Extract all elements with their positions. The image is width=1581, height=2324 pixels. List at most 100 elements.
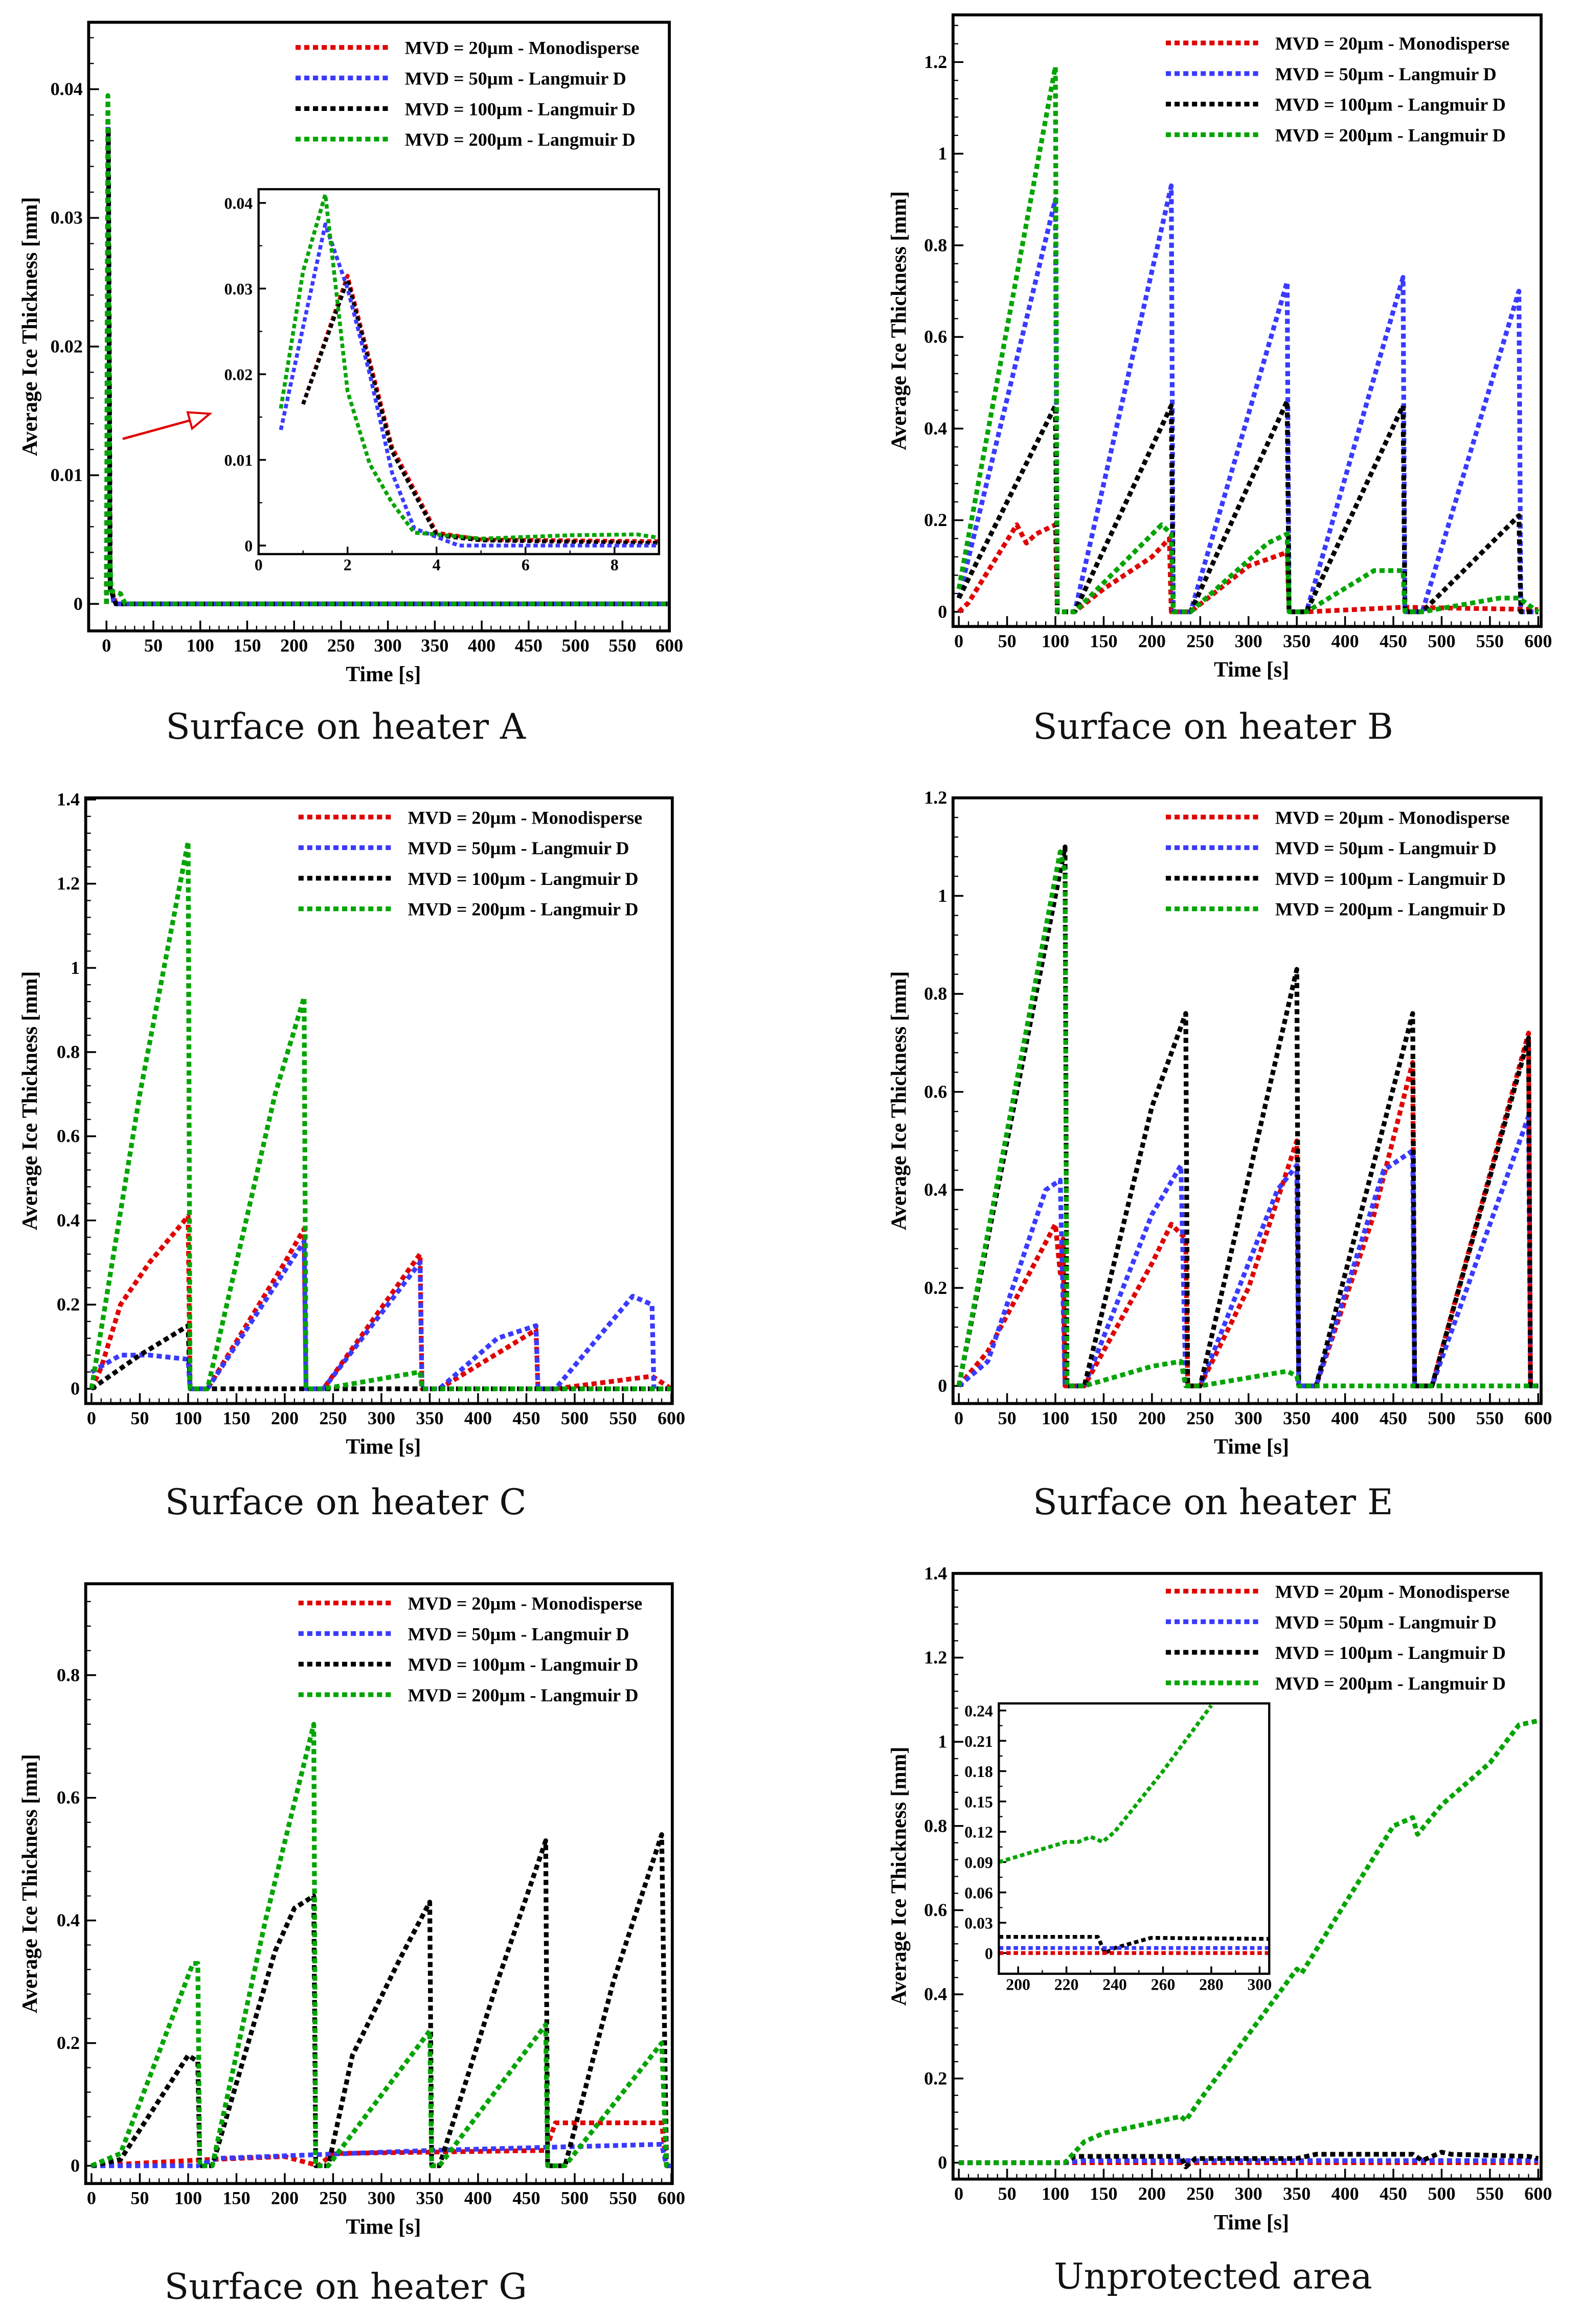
y-tick-label: 1.2	[924, 52, 947, 72]
x-tick-label: 200	[1138, 1408, 1166, 1428]
legend-label: MVD = 50µm - Langmuir D	[1275, 1612, 1497, 1632]
x-tick-label: 350	[1283, 1408, 1311, 1428]
plot-frame	[951, 1571, 1543, 2181]
x-axis-title: Time [s]	[1214, 1436, 1289, 1459]
x-tick-label: 500	[1428, 1408, 1455, 1428]
plot-frame	[951, 13, 1543, 628]
series-line-green	[91, 1722, 671, 2169]
y-tick-label: 0	[71, 2155, 80, 2176]
chart-panel-4: 0 50 100 150 200 250 300 350 400 450 500 550 600 0 0.2…	[887, 787, 1552, 1523]
x-tick-label: 550	[1476, 631, 1504, 651]
x-tick-label: 6	[522, 556, 530, 574]
y-tick-label: 1	[938, 1731, 947, 1752]
y-tick-label: 1	[71, 958, 80, 978]
x-tick-label: 300	[1235, 631, 1262, 651]
y-tick-label: 0.04	[51, 79, 83, 99]
x-tick-label: 550	[609, 1408, 637, 1428]
x-tick-label: 150	[1090, 1408, 1117, 1428]
series-line-blue	[90, 1239, 671, 1392]
x-tick-label: 100	[1042, 631, 1069, 651]
x-tick-label: 400	[1331, 631, 1359, 651]
x-tick-label: 550	[609, 2188, 637, 2208]
y-tick-label: 0.6	[924, 1081, 947, 1102]
legend-label: MVD = 50µm - Langmuir D	[408, 838, 629, 858]
x-tick-label: 250	[319, 1408, 347, 1428]
y-tick-label: 0	[71, 1378, 80, 1399]
x-tick-label: 600	[658, 2188, 685, 2208]
x-tick-label: 600	[656, 635, 683, 656]
y-tick-label: 0.09	[964, 1854, 993, 1872]
x-tick-label: 260	[1151, 1976, 1176, 1994]
x-axis-title: Time [s]	[346, 663, 421, 686]
series-line-black	[301, 278, 659, 545]
x-tick-label: 400	[464, 2188, 492, 2208]
y-tick-label: 0.8	[57, 1042, 80, 1062]
x-axis-title: Time [s]	[346, 2215, 421, 2239]
x-tick-label: 240	[1102, 1976, 1127, 1994]
plot-area	[258, 189, 659, 554]
y-tick-label: 1	[938, 143, 947, 164]
x-tick-label: 50	[144, 635, 163, 656]
plot-frame	[84, 796, 674, 1405]
y-tick-label: 0.4	[924, 1179, 947, 1200]
x-tick-label: 100	[174, 2188, 202, 2208]
x-tick-label: 50	[998, 2183, 1017, 2204]
x-tick-label: 500	[561, 635, 589, 656]
chart-panel-6: 0 50 100 150 200 250 300 350 400 450 500 550 600 0 0.2…	[887, 1563, 1552, 2297]
x-tick-label: 100	[187, 635, 214, 656]
chart-panel-2: 0 50 100 150 200 250 300 350 400 450 500 550 600 0 0.2…	[887, 13, 1552, 747]
x-tick-label: 220	[1054, 1976, 1079, 1994]
y-tick-label: 1	[938, 885, 947, 906]
x-tick-label: 0	[87, 1408, 96, 1428]
x-tick-label: 0	[954, 631, 963, 651]
plot-frame	[998, 1702, 1271, 1975]
series-line-red	[89, 1214, 672, 1392]
series-line-red	[957, 522, 1539, 614]
x-tick-label: 400	[468, 635, 495, 656]
y-tick-label: 0.01	[224, 451, 253, 469]
legend-label: MVD = 200µm - Langmuir D	[1275, 125, 1506, 145]
y-tick-label: 0	[74, 594, 83, 614]
y-axis-title: Average Ice Thickness [mm]	[18, 197, 42, 456]
y-tick-label: 0.03	[51, 208, 83, 228]
legend-label: MVD = 50µm - Langmuir D	[1275, 838, 1497, 858]
y-tick-label: 0.2	[57, 1294, 80, 1315]
panel-caption: Surface on heater C	[165, 1482, 527, 1523]
x-tick-label: 500	[1428, 631, 1455, 651]
plot-frame	[84, 1582, 674, 2185]
x-tick-label: 550	[608, 635, 636, 656]
series-line-green	[956, 64, 1540, 614]
legend-label: MVD = 100µm - Langmuir D	[1275, 1643, 1506, 1663]
zoom-arrow-icon	[122, 411, 213, 440]
x-tick-label: 8	[611, 556, 619, 574]
legend-label: MVD = 100µm - Langmuir D	[405, 99, 636, 119]
y-tick-label: 0.2	[924, 2068, 947, 2088]
x-tick-label: 50	[998, 1408, 1017, 1428]
x-tick-label: 100	[1042, 1408, 1069, 1428]
x-tick-label: 200	[1138, 631, 1166, 651]
series-line-black	[959, 2150, 1539, 2170]
x-tick-label: 550	[1476, 2183, 1504, 2204]
y-tick-label: 0.8	[924, 1815, 947, 1836]
plot-area	[953, 798, 1541, 1404]
y-tick-label: 0.2	[924, 510, 947, 530]
series-group	[89, 839, 672, 1392]
x-tick-label: 0	[954, 2183, 963, 2204]
y-tick-label: 0.21	[964, 1733, 993, 1750]
x-tick-label: 600	[1524, 1408, 1552, 1428]
x-tick-label: 450	[515, 635, 543, 656]
x-tick-label: 200	[271, 2188, 299, 2208]
series-line-green	[279, 192, 659, 541]
series-line-green	[89, 839, 671, 1392]
x-tick-label: 150	[233, 635, 261, 656]
y-tick-label: 0.6	[57, 1787, 80, 1808]
series-group	[279, 192, 659, 548]
x-axis-title: Time [s]	[346, 1436, 421, 1459]
y-tick-label: 0.6	[57, 1126, 80, 1146]
x-tick-label: 300	[374, 635, 402, 656]
x-tick-label: 200	[1006, 1976, 1030, 1994]
legend-label: MVD = 50µm - Langmuir D	[408, 1624, 629, 1644]
y-tick-label: 1.4	[57, 789, 80, 810]
y-tick-label: 0.06	[964, 1884, 993, 1902]
y-axis-title: Average Ice Thickness [mm]	[887, 1747, 911, 2006]
